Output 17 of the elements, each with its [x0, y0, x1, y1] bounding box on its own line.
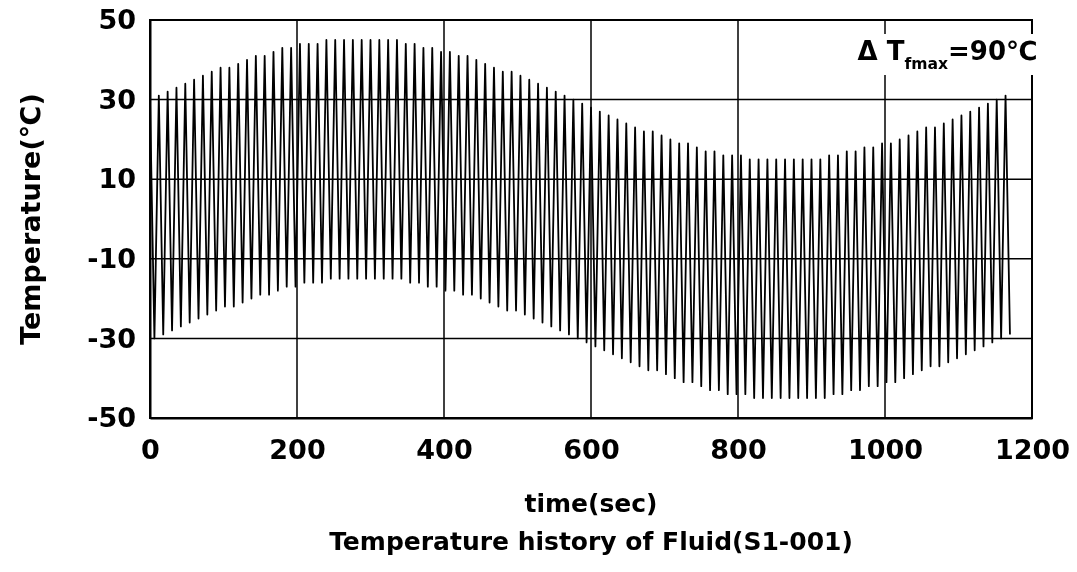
annotation: Δ T$_{fmax}$=90℃ — [857, 36, 1038, 73]
y-tick-label: 10 — [98, 163, 136, 195]
y-tick-label: 30 — [98, 83, 136, 115]
x-tick-label: 200 — [269, 434, 326, 466]
y-axis-title: Temperature(℃) — [15, 93, 46, 345]
x-tick-label: 600 — [563, 434, 620, 466]
x-axis-title: time(sec) — [524, 489, 658, 518]
x-tick-label: 1200 — [994, 434, 1071, 466]
x-tick-label: 1000 — [847, 434, 924, 466]
y-tick-label: -10 — [87, 242, 136, 274]
text: Temperature history of Fluid(S1-001) — [329, 527, 853, 556]
y-tick-label: 50 — [98, 4, 136, 36]
y-tick-label: -50 — [87, 402, 136, 434]
x-tick-label: 0 — [141, 434, 160, 466]
x-tick-label: 400 — [416, 434, 473, 466]
y-tick-label: -30 — [87, 322, 136, 354]
x-tick-label: 800 — [710, 434, 767, 466]
